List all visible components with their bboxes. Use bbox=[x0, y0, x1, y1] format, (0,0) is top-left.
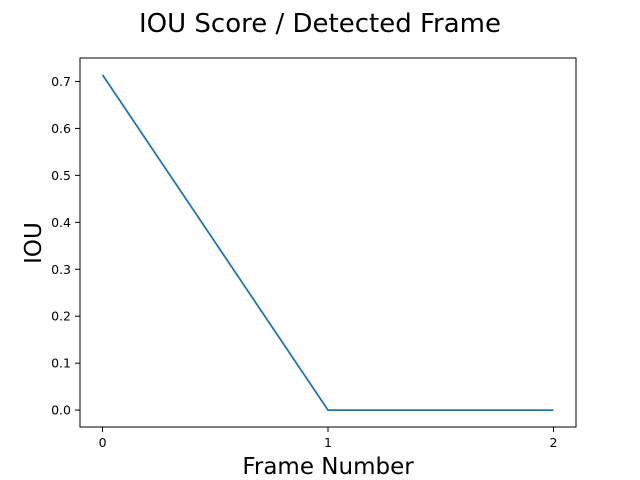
series-layer bbox=[101, 74, 554, 412]
series-line bbox=[101, 74, 554, 412]
y-tick-label: 0.3 bbox=[51, 262, 71, 277]
x-tick-label: 0 bbox=[99, 435, 107, 450]
x-tick-label: 1 bbox=[324, 435, 332, 450]
x-axis: 0 1 2 bbox=[99, 427, 557, 450]
y-tick-label: 0.1 bbox=[51, 356, 71, 371]
plot-area-frame bbox=[79, 57, 577, 428]
y-tick-label: 0.6 bbox=[51, 121, 71, 136]
x-axis-label: Frame Number bbox=[242, 454, 414, 480]
y-tick-label: 0.4 bbox=[51, 215, 71, 230]
x-tick-label: 2 bbox=[549, 435, 557, 450]
y-tick-label: 0.2 bbox=[51, 309, 71, 324]
y-axis-label: IOU bbox=[21, 222, 47, 264]
y-tick-label: 0.0 bbox=[51, 403, 71, 418]
chart-title: IOU Score / Detected Frame bbox=[139, 9, 501, 39]
y-tick-label: 0.7 bbox=[51, 74, 71, 89]
y-axis: 0.0 0.1 0.2 0.3 0.4 0.5 0.6 0.7 bbox=[51, 74, 80, 418]
y-tick-label: 0.5 bbox=[51, 168, 71, 183]
